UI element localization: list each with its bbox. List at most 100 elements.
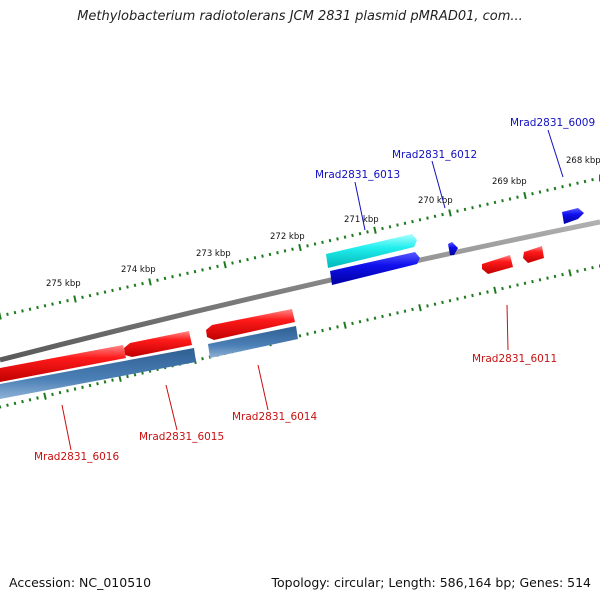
outer-tick-track [0,174,600,320]
kbp-label-269: 269 kbp [492,177,527,187]
minor-tick [441,300,444,305]
topology-summary: Topology: circular; Length: 586,164 bp; … [271,575,592,590]
minor-tick [463,207,467,212]
feature-mrad2831-6009[interactable] [562,208,584,224]
minor-tick [6,312,9,316]
feature-mrad2831-6012[interactable] [448,242,458,255]
minor-tick [171,275,174,279]
minor-tick [411,219,414,224]
minor-tick [141,281,144,286]
gene-label-6013[interactable]: Mrad2831_6013 [315,169,400,181]
gene-label-6009[interactable]: Mrad2831_6009 [510,117,595,129]
minor-tick [516,195,519,199]
minor-tick [553,186,557,191]
minor-tick [471,206,474,210]
minor-tick [366,230,369,234]
minor-tick [313,330,317,334]
minor-tick [538,278,542,282]
minor-tick [561,272,564,277]
gene-labels: Mrad2831_6009 Mrad2831_6012 Mrad2831_601… [34,117,595,463]
kbp-label-275: 275 kbp [46,279,81,289]
minor-tick [96,382,99,386]
minor-tick [366,318,369,322]
minor-tick [478,204,482,208]
minor-tick [328,327,332,331]
gene-label-6012[interactable]: Mrad2831_6012 [392,149,477,161]
minor-tick [156,278,159,282]
minor-tick [546,276,549,280]
label-leader-lines [61,129,564,451]
minor-tick [313,242,317,246]
gene-label-6015[interactable]: Mrad2831_6015 [139,431,224,443]
feature-mrad2831-6016[interactable] [0,345,126,382]
minor-tick [291,247,294,251]
major-tick [373,226,377,234]
minor-tick [216,264,219,269]
minor-tick [28,398,32,402]
major-tick [73,295,77,303]
feature-mrad2831-6013[interactable] [326,234,417,268]
backbone-track [0,219,600,363]
minor-tick [426,304,429,308]
minor-tick [553,274,557,279]
minor-tick [538,190,542,194]
minor-tick [396,311,399,315]
minor-tick [133,283,137,287]
minor-tick [298,334,302,338]
major-tick [568,269,572,277]
minor-tick [231,261,234,265]
feature-cds-blue-lower[interactable] [330,252,420,285]
feature-cds-steel-left[interactable] [0,348,196,399]
feature-mrad2831-6011-a[interactable] [523,246,544,263]
feature-mrad2831-6014[interactable] [206,309,295,340]
minor-tick [36,396,39,400]
minor-tick [283,249,287,253]
kbp-label-274: 274 kbp [121,265,156,275]
gene-label-6011[interactable]: Mrad2831_6011 [472,353,557,365]
minor-tick [351,321,354,326]
minor-tick [418,218,422,222]
minor-tick [583,179,587,184]
minor-tick [448,299,452,303]
minor-tick [0,405,2,409]
minor-tick [576,181,579,185]
minor-tick [381,226,384,231]
kbp-label-271: 271 kbp [344,215,379,225]
accession-text: Accession: NC_010510 [9,575,152,590]
kbp-label-268: 268 kbp [566,156,600,166]
minor-tick [493,200,497,205]
minor-tick [381,314,384,319]
minor-tick [576,269,579,273]
major-tick [448,209,452,217]
feature-mrad2831-6015[interactable] [124,331,192,357]
gene-label-6014[interactable]: Mrad2831_6014 [232,411,317,423]
minor-tick [6,403,9,407]
minor-tick [66,299,69,303]
minor-tick [591,266,594,270]
minor-tick [81,295,84,299]
gene-label-6016[interactable]: Mrad2831_6016 [34,451,119,463]
minor-tick [396,223,399,227]
minor-tick [351,233,354,238]
minor-tick [43,304,47,308]
minor-tick [178,273,182,277]
minor-tick [426,216,429,220]
minor-tick [36,305,39,310]
minor-tick [583,267,587,272]
minor-tick [28,307,32,311]
major-tick [418,304,422,312]
feature-mrad2831-6011[interactable] [482,255,513,274]
minor-tick [111,288,114,293]
minor-tick [253,256,257,260]
minor-tick [531,279,534,284]
minor-tick [336,325,339,329]
minor-tick [58,300,62,305]
minor-tick [486,202,489,206]
minor-tick [433,214,437,218]
minor-tick [238,259,242,263]
minor-tick [591,178,594,182]
minor-tick [13,401,17,406]
minor-tick [73,387,77,391]
minor-tick [546,188,549,192]
feature-cds-steel-right[interactable] [208,326,298,358]
